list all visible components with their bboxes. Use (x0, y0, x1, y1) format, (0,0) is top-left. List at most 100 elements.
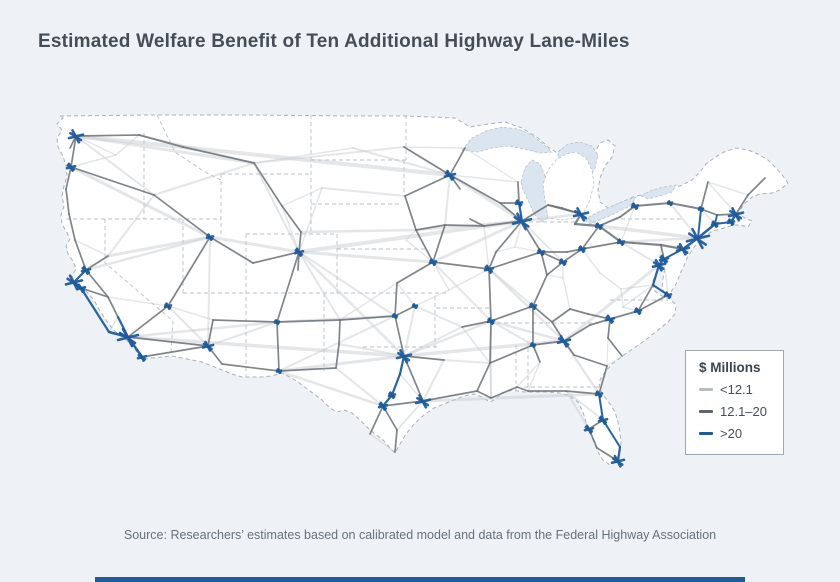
link-light (75, 135, 155, 196)
link-dark (209, 236, 254, 264)
link-blue (602, 419, 621, 448)
link-dark (403, 146, 451, 176)
link-light (599, 272, 622, 290)
link-light (620, 241, 660, 266)
metro-knot (557, 337, 570, 346)
link-light (414, 305, 463, 328)
link-light (297, 250, 406, 358)
legend-item: 12.1–20 (699, 404, 783, 419)
link-light (298, 251, 341, 321)
link-light (107, 194, 155, 257)
metro-knot (729, 209, 743, 220)
link-light (707, 181, 749, 196)
metro-knot (276, 368, 282, 374)
link-light (321, 187, 406, 197)
link-light (565, 390, 604, 421)
metro-knot (118, 331, 137, 345)
link-dark (489, 320, 492, 364)
link-dark (581, 241, 622, 250)
link-dark (449, 174, 501, 204)
link-light (70, 154, 117, 168)
legend-items: <12.1 12.1–20 >20 (699, 382, 783, 441)
legend-swatch-1 (699, 409, 713, 414)
link-light (207, 321, 278, 347)
metro-knot (631, 203, 639, 210)
link-dark (573, 354, 608, 367)
link-dark (422, 390, 478, 402)
link-light (443, 359, 491, 364)
metro-knot (444, 171, 455, 180)
link-dark (404, 195, 417, 231)
link-light (619, 236, 700, 244)
link-light (405, 239, 434, 263)
link-blue (651, 263, 661, 287)
link-dark (394, 282, 398, 317)
us-outline (56, 114, 789, 466)
link-light (562, 263, 661, 343)
link-dark (449, 147, 466, 176)
link-blue (616, 445, 622, 463)
link-light (253, 162, 300, 253)
link-dark (735, 194, 749, 215)
link-light (298, 187, 323, 253)
link-light (167, 305, 209, 347)
link-dark (490, 305, 534, 322)
metro-knot (206, 234, 214, 241)
metro-knot (574, 209, 588, 220)
link-light (487, 267, 566, 343)
metro-knot (202, 342, 213, 351)
link-dark-layer (65, 134, 766, 462)
link-light (74, 239, 109, 257)
link-light (277, 369, 385, 408)
metro-knot (378, 403, 388, 410)
link-light (581, 248, 601, 274)
source-note: Source: Researchers’ estimates based on … (123, 528, 717, 542)
link-dark (597, 224, 623, 244)
legend-title: $ Millions (699, 360, 761, 375)
legend-label: <12.1 (720, 382, 753, 397)
link-light (489, 319, 566, 343)
link-dark (563, 324, 591, 342)
metro-knot (698, 206, 704, 212)
link-dark (569, 308, 589, 315)
link-blue (696, 222, 717, 240)
metro-knot (69, 131, 83, 142)
metro-knot (687, 232, 708, 246)
link-dark (444, 224, 485, 227)
link-dark (581, 225, 600, 250)
legend-label: >20 (720, 426, 743, 441)
link-light (527, 361, 541, 392)
link-light (352, 147, 451, 176)
metro-knots-layer (64, 129, 745, 468)
link-dark (339, 315, 396, 321)
link-dark (488, 251, 542, 270)
state-borders (66, 114, 681, 390)
link-dark (127, 305, 169, 338)
link-light (495, 246, 516, 253)
link-dark (489, 344, 534, 364)
link-dark (607, 318, 611, 339)
metro-knot (429, 259, 437, 266)
link-light (490, 320, 534, 346)
lake (461, 126, 553, 154)
link-light (106, 235, 212, 258)
link-light (208, 235, 301, 254)
link-dark (573, 222, 601, 228)
metro-knot (76, 285, 86, 292)
link-dark (490, 386, 518, 399)
figure-title: Estimated Welfare Benefit of Ten Additio… (38, 31, 630, 52)
link-light (620, 288, 624, 308)
lake (640, 184, 677, 200)
metro-knot (611, 457, 624, 466)
link-light (297, 250, 435, 264)
link-dark (85, 255, 109, 271)
link-dark (747, 177, 766, 196)
link-dark (138, 134, 184, 148)
link-dark (495, 220, 523, 253)
link-dark (65, 166, 72, 190)
link-dark (221, 363, 280, 372)
link-light (516, 361, 541, 388)
link-light (597, 224, 700, 240)
link-light (431, 219, 524, 264)
link-dark (532, 274, 548, 307)
